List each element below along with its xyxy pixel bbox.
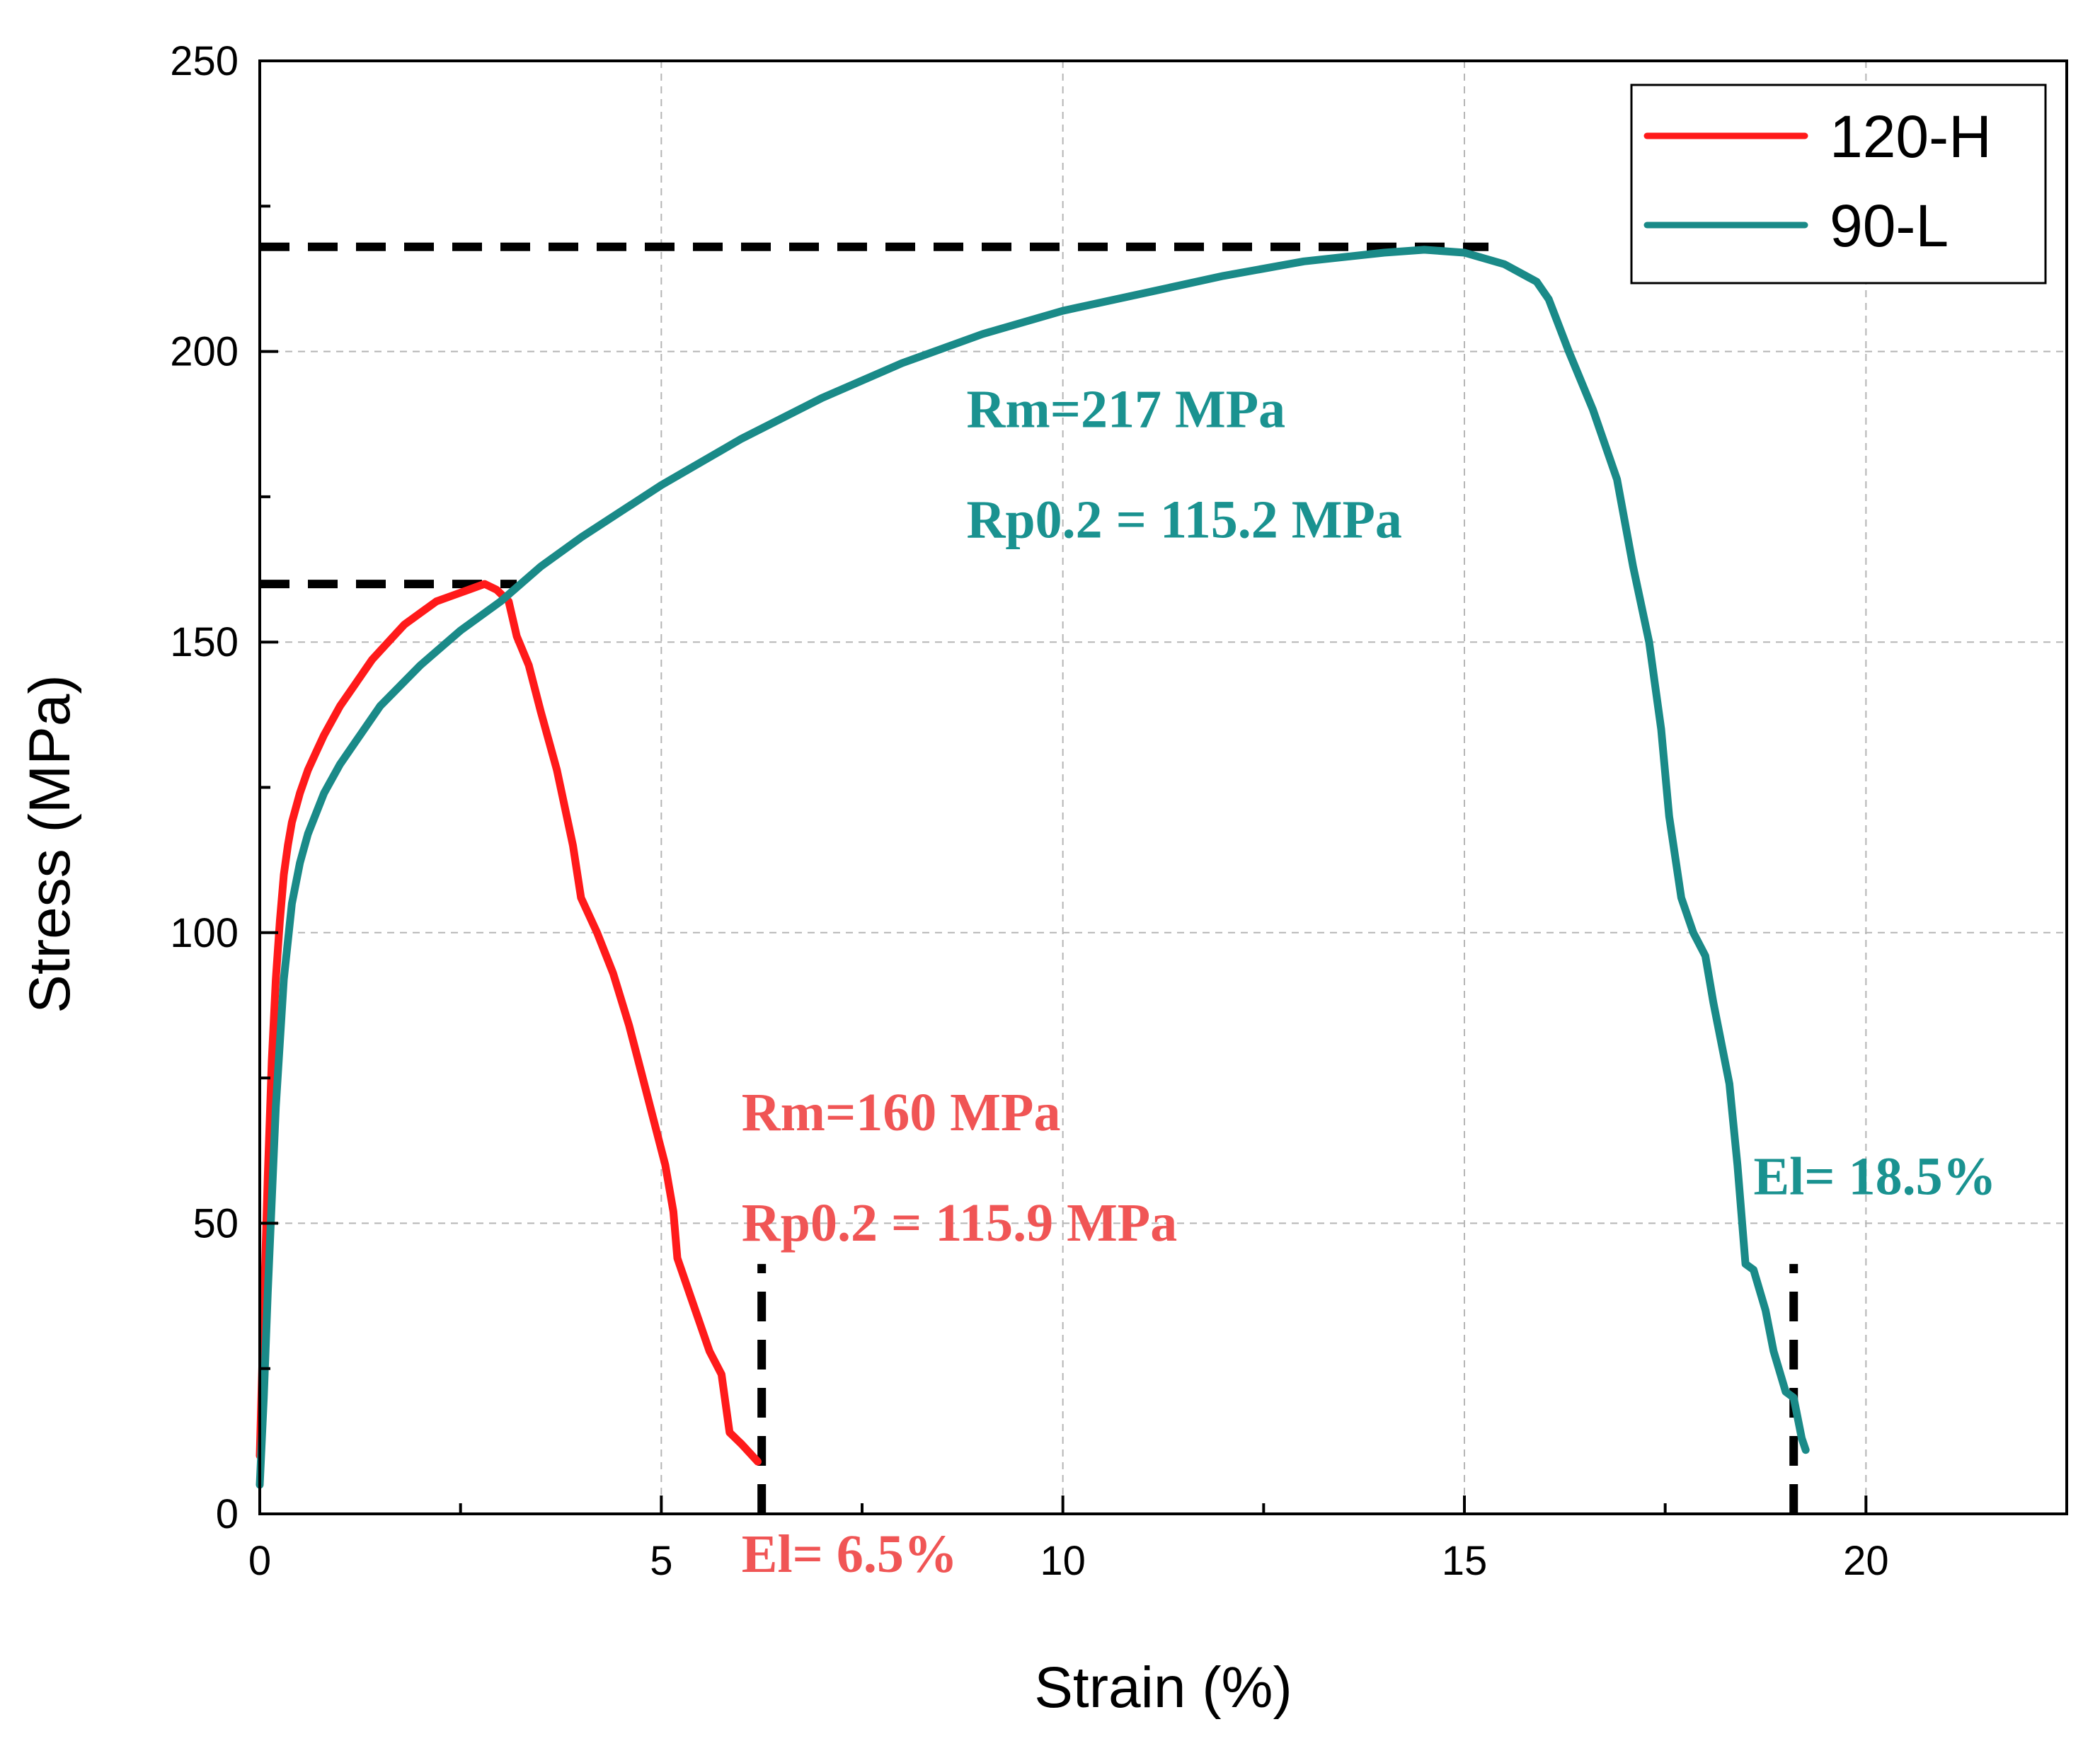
series-lines <box>256 246 1810 1489</box>
y-tick-label: 0 <box>216 1491 239 1537</box>
annotation-text: El= 18.5% <box>1753 1147 1996 1206</box>
series-line-90-l <box>256 246 1810 1489</box>
grid-lines <box>260 61 2067 1514</box>
y-tick-label: 250 <box>170 38 239 84</box>
x-tick-label: 15 <box>1442 1538 1488 1584</box>
annotation-text: Rm=160 MPa <box>742 1083 1061 1142</box>
series-line-120-h <box>256 580 762 1466</box>
x-tick-label: 5 <box>650 1538 672 1584</box>
x-tick-label: 0 <box>248 1538 271 1584</box>
x-tick-label: 10 <box>1040 1538 1086 1584</box>
y-tick-label: 150 <box>170 619 239 665</box>
y-tick-label: 100 <box>170 910 239 956</box>
y-axis-title: Stress (MPa) <box>18 674 82 1013</box>
y-tick-label: 200 <box>170 329 239 375</box>
annotations: Rm=217 MPa Rp0.2 = 115.2 MPa Rm=160 MPa Rp0… <box>742 379 1997 1584</box>
x-axis-title: Strain (%) <box>1034 1655 1292 1720</box>
annotation-text: Rm=217 MPa <box>967 379 1286 439</box>
legend: 120-H 90-L <box>1630 84 2047 285</box>
legend-label-120-h: 120-H <box>1830 103 1992 170</box>
annotation-text: Rp0.2 = 115.2 MPa <box>967 490 1402 549</box>
annotation-text: El= 6.5% <box>742 1524 958 1584</box>
legend-label-90-l: 90-L <box>1830 193 1949 259</box>
legend-box <box>1630 84 2047 285</box>
y-tick-label: 50 <box>193 1200 239 1246</box>
x-tick-label: 20 <box>1843 1538 1889 1584</box>
annotation-text: Rp0.2 = 115.9 MPa <box>742 1193 1177 1253</box>
